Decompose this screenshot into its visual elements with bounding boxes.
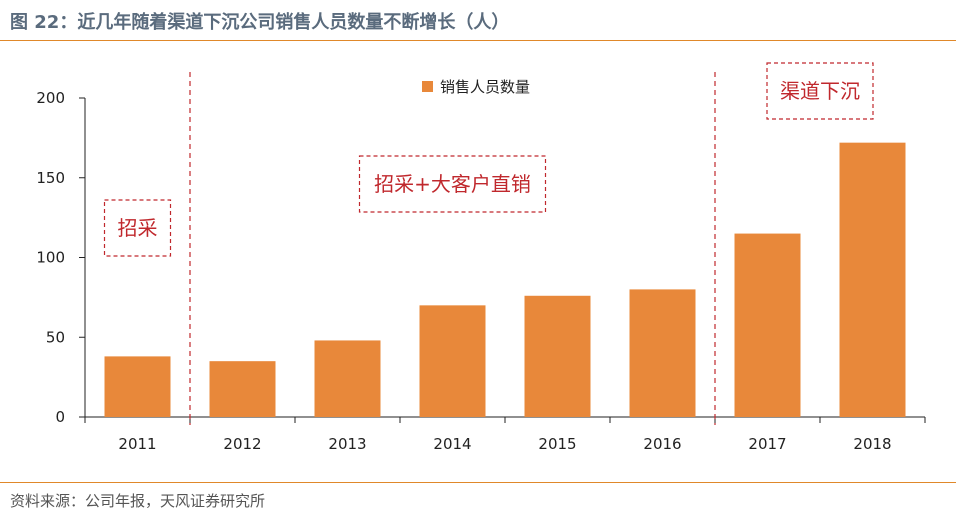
annotation-label: 招采+大客户直销 bbox=[374, 172, 531, 196]
x-tick-label: 2017 bbox=[748, 435, 786, 453]
y-tick-label: 50 bbox=[46, 328, 65, 346]
bar-series bbox=[104, 142, 906, 417]
title-divider bbox=[0, 40, 956, 41]
x-tick-label: 2015 bbox=[538, 435, 576, 453]
annotation-label: 招采 bbox=[118, 216, 158, 240]
period-annotations: 招采 招采+大客户直销 渠道下沉 bbox=[103, 62, 874, 257]
annotation-box bbox=[103, 199, 172, 257]
annotation-box bbox=[766, 62, 874, 120]
bar-2013 bbox=[314, 340, 381, 417]
page-title: 图 22：近几年随着渠道下沉公司销售人员数量不断增长（人） bbox=[10, 12, 510, 33]
x-axis: 2011 2012 2013 2014 2015 2016 2017 2018 bbox=[84, 416, 926, 453]
bar-2014 bbox=[419, 305, 486, 417]
source-note: 资料来源：公司年报，天风证券研究所 bbox=[10, 492, 266, 510]
legend-label: 销售人员数量 bbox=[440, 78, 530, 96]
x-tick-label: 2011 bbox=[118, 435, 156, 453]
x-tick-label: 2013 bbox=[328, 435, 366, 453]
y-tick-label: 200 bbox=[36, 89, 65, 107]
bar-2012 bbox=[209, 361, 276, 417]
y-axis: 0 50 100 150 200 bbox=[36, 89, 86, 426]
period-dividers bbox=[189, 72, 716, 425]
annotation-label: 渠道下沉 bbox=[780, 79, 860, 103]
legend: 销售人员数量 bbox=[422, 78, 530, 96]
footer-divider bbox=[0, 482, 956, 483]
bar-2011 bbox=[104, 356, 171, 417]
bar-2017 bbox=[734, 233, 801, 417]
bar-2018 bbox=[839, 142, 906, 417]
x-tick-label: 2012 bbox=[223, 435, 261, 453]
bar-2016 bbox=[629, 289, 696, 417]
bar-2015 bbox=[524, 295, 591, 417]
x-tick-label: 2018 bbox=[853, 435, 891, 453]
title-bar: 图 22：近几年随着渠道下沉公司销售人员数量不断增长（人） bbox=[0, 0, 956, 40]
y-tick-label: 0 bbox=[55, 408, 65, 426]
x-tick-label: 2016 bbox=[643, 435, 681, 453]
y-tick-label: 150 bbox=[36, 169, 65, 187]
x-tick-label: 2014 bbox=[433, 435, 471, 453]
y-tick-label: 100 bbox=[36, 249, 65, 267]
legend-swatch bbox=[422, 81, 433, 92]
annotation-box bbox=[358, 155, 547, 213]
